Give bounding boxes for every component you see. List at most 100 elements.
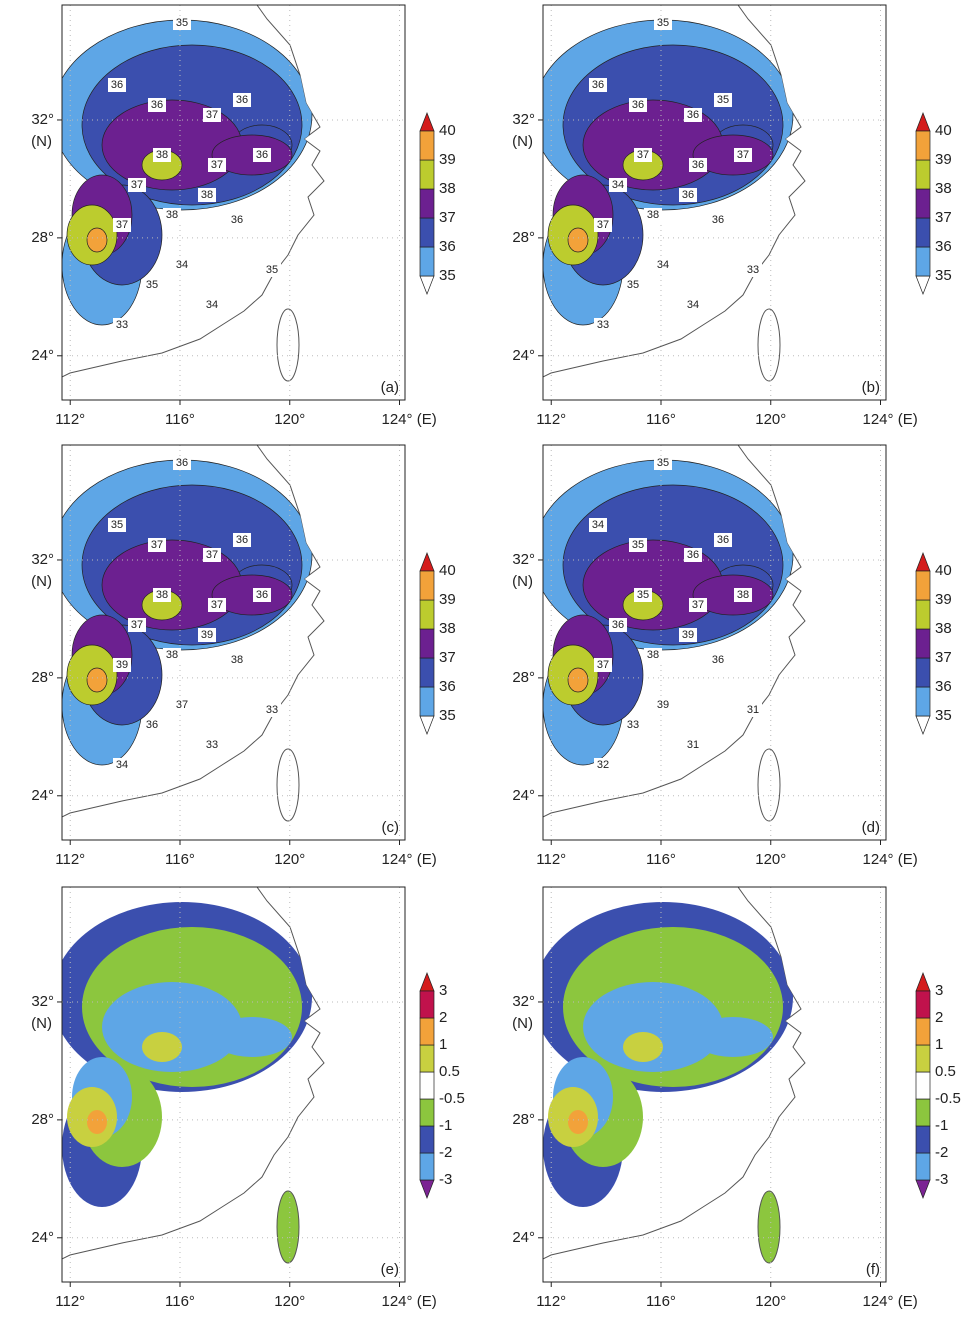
colorbar-end bbox=[915, 1179, 931, 1199]
contour-label-bg bbox=[744, 703, 762, 717]
contour-label-bg bbox=[113, 318, 131, 332]
contour-label-bg bbox=[654, 698, 672, 712]
frame bbox=[61, 444, 406, 841]
panel-label: (b) bbox=[862, 379, 880, 396]
x-tick-label: 120° bbox=[274, 411, 305, 428]
contour-label: 37 bbox=[206, 549, 218, 561]
field-area bbox=[567, 227, 589, 253]
x-tick-label: 116° bbox=[646, 851, 676, 868]
contour-label: 31 bbox=[687, 739, 699, 751]
contour-label-bg bbox=[684, 548, 702, 562]
colorbar-label: 37 bbox=[935, 209, 952, 226]
y-tick-label: 24° bbox=[31, 787, 54, 804]
contour-label: 37 bbox=[597, 219, 609, 231]
contour-label-bg bbox=[203, 298, 221, 312]
island bbox=[276, 748, 300, 822]
colorbar-segment bbox=[419, 246, 435, 277]
contour-label-bg bbox=[709, 213, 727, 227]
contour-label-bg bbox=[173, 16, 191, 30]
contour-label-bg bbox=[709, 653, 727, 667]
island bbox=[757, 1190, 781, 1264]
contour-label: 36 bbox=[256, 149, 268, 161]
field-area bbox=[583, 982, 723, 1072]
field-area bbox=[87, 1110, 107, 1134]
island bbox=[757, 748, 781, 822]
x-tick-label: 112° bbox=[536, 851, 566, 868]
contour-label: 36 bbox=[111, 79, 123, 91]
contour-label: 34 bbox=[116, 759, 128, 771]
colorbar-label: 35 bbox=[935, 267, 952, 284]
frame bbox=[542, 444, 887, 841]
y-tick-label: 28° bbox=[512, 1111, 535, 1128]
field bbox=[543, 459, 794, 766]
colorbar-label: 38 bbox=[935, 620, 952, 637]
contour-label: 36 bbox=[632, 99, 644, 111]
contour-label: 38 bbox=[647, 649, 659, 661]
colorbar-end bbox=[419, 715, 435, 735]
colorbar-segment bbox=[419, 1125, 435, 1154]
y-tick-label: 32° bbox=[512, 551, 535, 568]
x-tick-label: 112° bbox=[536, 1293, 566, 1310]
contour-label-bg bbox=[684, 298, 702, 312]
y-tick-label: 28° bbox=[31, 229, 54, 246]
colorbar-end bbox=[915, 972, 931, 992]
contour-label-bg bbox=[153, 148, 171, 162]
contour-label-bg bbox=[203, 548, 221, 562]
contour-label-bg bbox=[228, 213, 246, 227]
field-area bbox=[623, 1032, 663, 1062]
contour-label: 38 bbox=[156, 149, 168, 161]
contour-label: 38 bbox=[166, 649, 178, 661]
colorbar-label: -1 bbox=[439, 1117, 452, 1134]
colorbar-segment bbox=[915, 990, 931, 1019]
x-tick-label: 116° bbox=[646, 411, 676, 428]
colorbar-label: 3 bbox=[935, 982, 943, 999]
map-panel: 112° 116° 120° 124° (E) 24° 28° 32° (N) (b) 35 36 3… bbox=[512, 4, 952, 428]
colorbar-segment bbox=[915, 628, 931, 659]
contour-label-bg bbox=[198, 628, 216, 642]
panel-label: (d) bbox=[862, 819, 880, 836]
contour-label-bg bbox=[684, 738, 702, 752]
contour-label: 34 bbox=[206, 299, 218, 311]
colorbar-label: 40 bbox=[935, 562, 952, 579]
x-tick-label: 116° bbox=[646, 1293, 676, 1310]
x-tick-label: 124° (E) bbox=[863, 1293, 918, 1310]
contour-label-bg bbox=[644, 648, 662, 662]
colorbar-segment bbox=[915, 159, 931, 190]
contour-label: 35 bbox=[111, 519, 123, 531]
colorbar-label: 37 bbox=[439, 649, 456, 666]
contour-label: 39 bbox=[116, 659, 128, 671]
colorbar-segment bbox=[419, 570, 435, 601]
frame bbox=[542, 4, 887, 401]
colorbar-label: 36 bbox=[439, 238, 456, 255]
contour-label-bg bbox=[208, 158, 226, 172]
contour-label-bg bbox=[253, 588, 271, 602]
colorbar-label: 36 bbox=[439, 678, 456, 695]
colorbar-label: 38 bbox=[439, 620, 456, 637]
y-tick-label: 28° bbox=[512, 669, 535, 686]
contour-label-bg bbox=[629, 538, 647, 552]
y-unit: (N) bbox=[512, 133, 533, 150]
y-tick-label: 32° bbox=[31, 111, 54, 128]
contour-label-bg bbox=[594, 318, 612, 332]
island bbox=[276, 308, 300, 382]
colorbar-label: 35 bbox=[439, 707, 456, 724]
contour-label: 34 bbox=[176, 259, 188, 271]
contour-label: 36 bbox=[236, 534, 248, 546]
colorbar-segment bbox=[419, 1017, 435, 1046]
contour-label: 35 bbox=[266, 264, 278, 276]
colorbar-label: 2 bbox=[935, 1009, 943, 1026]
colorbar-label: 35 bbox=[439, 267, 456, 284]
contour-label: 34 bbox=[612, 179, 624, 191]
contour-label: 33 bbox=[266, 704, 278, 716]
colorbar-label: -2 bbox=[439, 1144, 452, 1161]
contour-label: 36 bbox=[236, 94, 248, 106]
field bbox=[62, 19, 313, 326]
x-tick-label: 116° bbox=[165, 411, 195, 428]
colorbar-segment bbox=[419, 599, 435, 630]
colorbar-segment bbox=[419, 1152, 435, 1181]
colorbar-segment bbox=[915, 1017, 931, 1046]
contour-label: 33 bbox=[206, 739, 218, 751]
colorbar-end bbox=[915, 715, 931, 735]
map-panel: 112° 116° 120° 124° (E) 24° 28° 32° (N) (d) 35 34 3… bbox=[512, 444, 952, 868]
contour-label-bg bbox=[594, 758, 612, 772]
